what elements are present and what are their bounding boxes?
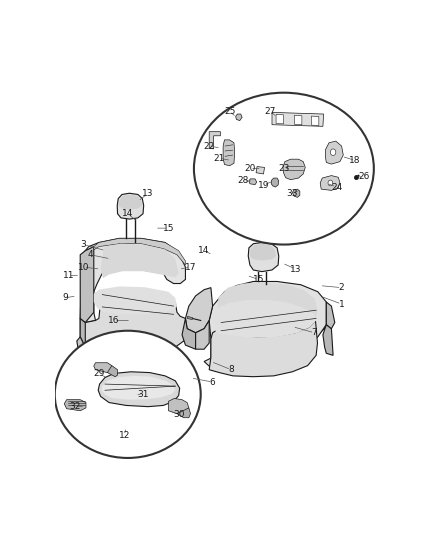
Polygon shape xyxy=(325,141,343,164)
Polygon shape xyxy=(216,282,318,337)
Text: 24: 24 xyxy=(331,183,342,191)
Ellipse shape xyxy=(55,330,201,458)
Text: 26: 26 xyxy=(358,172,369,181)
Polygon shape xyxy=(80,238,185,322)
Text: 13: 13 xyxy=(290,265,301,273)
Polygon shape xyxy=(326,302,335,329)
Polygon shape xyxy=(107,366,117,377)
Text: 29: 29 xyxy=(93,369,105,378)
Polygon shape xyxy=(212,300,316,338)
Polygon shape xyxy=(169,399,189,414)
Polygon shape xyxy=(209,281,326,372)
Polygon shape xyxy=(236,114,242,120)
Polygon shape xyxy=(223,140,235,166)
Text: 21: 21 xyxy=(214,154,225,163)
Polygon shape xyxy=(101,244,179,278)
Text: 19: 19 xyxy=(258,181,269,190)
Polygon shape xyxy=(320,175,340,190)
Text: 25: 25 xyxy=(224,107,235,116)
Polygon shape xyxy=(94,238,185,265)
Text: 20: 20 xyxy=(244,164,256,173)
Polygon shape xyxy=(102,376,175,400)
Polygon shape xyxy=(323,325,333,356)
Text: 23: 23 xyxy=(278,164,290,173)
Polygon shape xyxy=(248,243,279,272)
Polygon shape xyxy=(77,337,87,356)
Polygon shape xyxy=(80,247,94,322)
Text: 2: 2 xyxy=(339,283,344,292)
Text: 17: 17 xyxy=(185,263,196,272)
Polygon shape xyxy=(80,292,187,358)
Text: 11: 11 xyxy=(63,271,74,280)
Text: 16: 16 xyxy=(108,316,120,325)
Polygon shape xyxy=(196,320,209,349)
Text: 32: 32 xyxy=(70,402,81,411)
Text: 27: 27 xyxy=(265,107,276,116)
Circle shape xyxy=(330,149,336,156)
Polygon shape xyxy=(256,166,265,174)
Polygon shape xyxy=(185,288,212,333)
Text: 7: 7 xyxy=(311,328,317,337)
Text: 30: 30 xyxy=(173,410,184,419)
Text: 13: 13 xyxy=(142,189,154,198)
Polygon shape xyxy=(187,317,193,320)
Text: 15: 15 xyxy=(253,275,264,284)
Text: 12: 12 xyxy=(119,431,130,440)
Polygon shape xyxy=(80,318,85,347)
Polygon shape xyxy=(250,244,276,261)
Text: 22: 22 xyxy=(204,142,215,150)
Polygon shape xyxy=(294,115,302,125)
Text: 33: 33 xyxy=(286,189,298,198)
Polygon shape xyxy=(209,132,220,149)
Ellipse shape xyxy=(194,93,374,245)
Polygon shape xyxy=(204,284,326,370)
Text: 18: 18 xyxy=(350,156,361,165)
Polygon shape xyxy=(249,179,257,184)
Polygon shape xyxy=(94,286,177,314)
Polygon shape xyxy=(311,116,319,126)
Text: 10: 10 xyxy=(78,263,89,272)
Polygon shape xyxy=(117,193,144,219)
Polygon shape xyxy=(283,159,305,180)
Polygon shape xyxy=(177,408,191,418)
Text: 28: 28 xyxy=(237,176,249,185)
Text: 3: 3 xyxy=(81,240,86,249)
Text: 8: 8 xyxy=(228,365,234,374)
Text: 1: 1 xyxy=(339,300,344,309)
Text: 4: 4 xyxy=(88,251,93,259)
Polygon shape xyxy=(98,372,180,407)
Polygon shape xyxy=(276,115,283,124)
Polygon shape xyxy=(293,189,300,197)
Polygon shape xyxy=(209,320,318,377)
Polygon shape xyxy=(182,318,196,349)
Text: 31: 31 xyxy=(137,390,149,399)
Text: 15: 15 xyxy=(162,224,174,232)
Polygon shape xyxy=(119,195,142,209)
Text: 14: 14 xyxy=(122,209,134,218)
Polygon shape xyxy=(64,400,86,411)
Text: 14: 14 xyxy=(198,246,210,255)
Circle shape xyxy=(328,180,333,186)
Polygon shape xyxy=(272,112,324,126)
Polygon shape xyxy=(271,178,279,187)
Polygon shape xyxy=(94,363,112,373)
Text: 9: 9 xyxy=(62,293,68,302)
Text: 6: 6 xyxy=(210,377,215,386)
